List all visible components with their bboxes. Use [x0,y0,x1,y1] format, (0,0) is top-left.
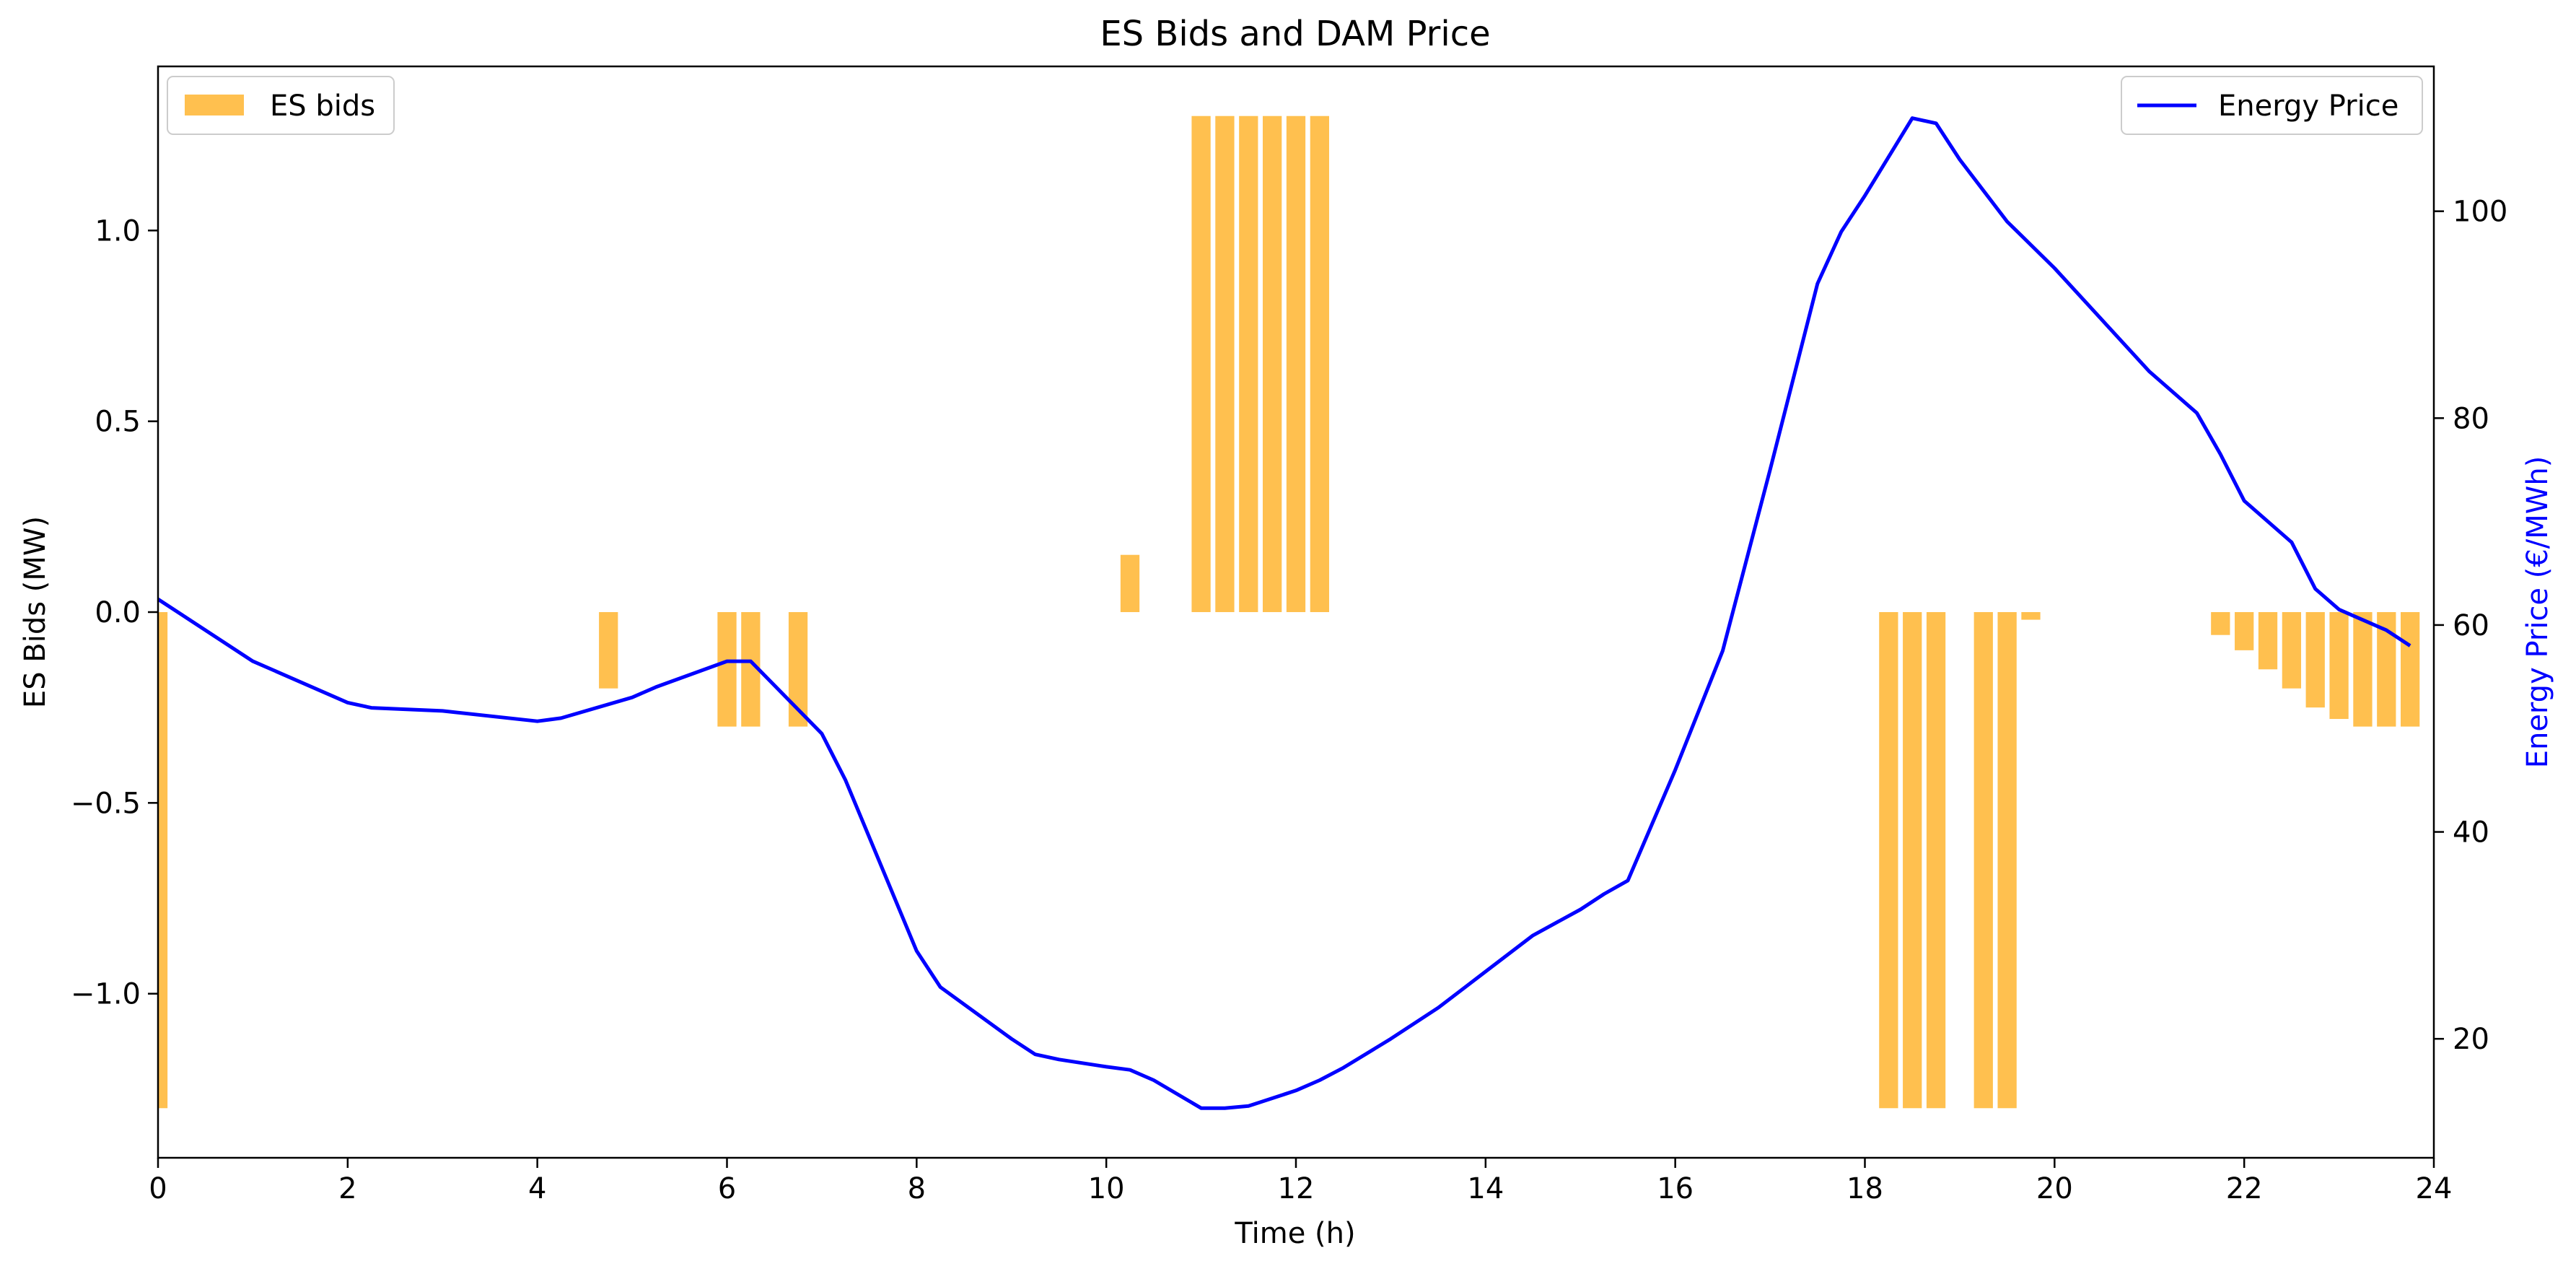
es-bid-bar [1263,115,1282,612]
legend-es-bids-label: ES bids [270,90,375,123]
es-bid-bar [1926,612,1946,1109]
x-tick-label: 24 [2416,1172,2453,1205]
es-bid-bar [717,612,737,727]
es-bid-bar [1973,612,1993,1109]
x-tick-label: 4 [528,1172,546,1205]
legend-es-bids-swatch [185,95,244,115]
x-tick-label: 2 [338,1172,356,1205]
es-bid-bar [1191,115,1211,612]
es-bid-bar [1286,115,1306,612]
y-left-tick-label: −0.5 [71,787,141,820]
legend-es-bids: ES bids [167,76,395,135]
y-right-tick-label: 100 [2453,196,2507,229]
es-bids-bars [158,115,2420,1109]
y-axis-right-label: Energy Price (€/MWh) [2521,456,2554,769]
es-bid-bar [1310,115,1329,612]
es-bid-bar [1903,612,1922,1109]
es-bid-bar [1879,612,1898,1109]
es-bid-bar [2235,612,2254,650]
x-tick-label: 10 [1088,1172,1125,1205]
legend-energy-price: Energy Price [2121,76,2423,135]
y-right-tick-label: 20 [2453,1023,2489,1056]
es-bid-bar [1239,115,1258,612]
es-bid-bar [2021,612,2041,620]
y-axis-left: −1.0 −0.5 0.0 0.5 1.0 [71,214,158,1011]
y-right-tick-label: 60 [2453,609,2489,642]
legend-energy-price-label: Energy Price [2218,90,2398,123]
y-left-tick-label: −1.0 [71,978,141,1011]
y-left-tick-label: 0.0 [95,596,141,629]
es-bid-bar [2401,612,2420,727]
es-bid-bar [1215,115,1235,612]
x-tick-label: 0 [149,1172,167,1205]
chart-title: ES Bids and DAM Price [1100,14,1490,54]
x-tick-label: 8 [908,1172,926,1205]
x-axis-label: Time (h) [1234,1217,1355,1250]
energy-price-line [157,116,2411,1110]
x-tick-label: 22 [2226,1172,2263,1205]
y-left-tick-label: 0.5 [95,406,141,439]
es-bid-bar [1120,554,1140,612]
y-axis-left-label: ES Bids (MW) [19,516,52,708]
es-bid-bar [2282,612,2302,689]
energy-price-line-layer [157,116,2411,1110]
x-tick-label: 6 [718,1172,736,1205]
x-tick-label: 14 [1467,1172,1504,1205]
x-tick-label: 16 [1657,1172,1694,1205]
es-bid-bar [2305,612,2325,708]
y-axis-right: 20 40 60 80 100 [2434,196,2507,1056]
es-bid-bar [2211,612,2230,635]
x-tick-label: 18 [1846,1172,1883,1205]
y-right-tick-label: 80 [2453,402,2489,435]
es-bid-bar [1997,612,2017,1109]
y-left-tick-label: 1.0 [95,214,141,248]
x-tick-label: 20 [2036,1172,2073,1205]
es-bid-bar [158,612,168,1109]
es-bid-bar [2329,612,2349,720]
es-bid-bar [2258,612,2278,670]
es-bid-bar [599,612,618,689]
x-axis: 0 2 4 6 8 10 12 14 16 18 20 22 24 [149,1158,2452,1205]
y-right-tick-label: 40 [2453,816,2489,850]
es-bid-bar [2353,612,2373,727]
x-tick-label: 12 [1278,1172,1315,1205]
